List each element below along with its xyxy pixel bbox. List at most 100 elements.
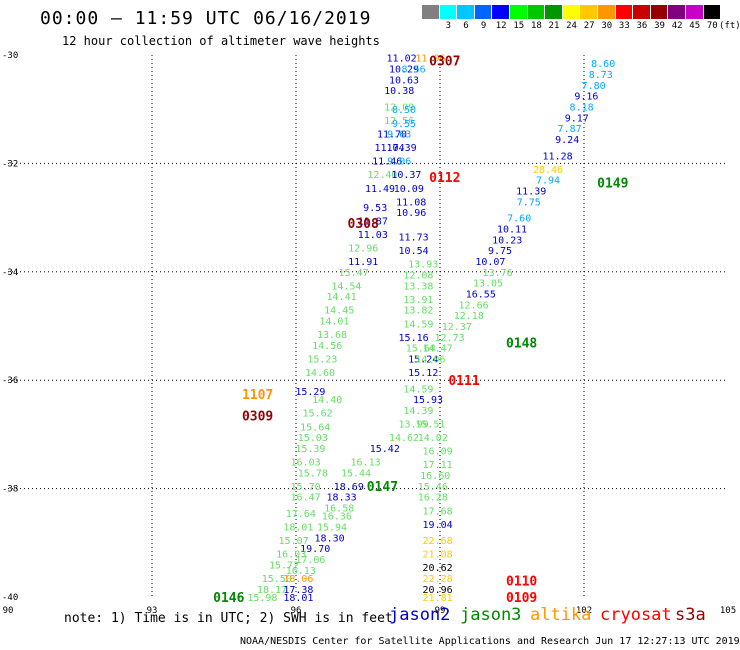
wave-height-label: 14.02 (418, 433, 448, 444)
wave-height-label: 11.28 (543, 151, 573, 162)
wave-height-label: 13.93 (408, 260, 438, 271)
wave-height-label: 17.06 (295, 555, 325, 566)
pass-id-label: 0112 (429, 171, 460, 186)
colorbar-cell: 33 (615, 5, 634, 31)
wave-height-label: 9.16 (574, 92, 598, 103)
wave-height-label: 12.18 (454, 311, 484, 322)
wave-height-label: 14.59 (403, 319, 433, 330)
wave-height-label: 11.74 (375, 143, 405, 154)
wave-height-label: 15.94 (317, 523, 347, 534)
pass-id-label: 0146 (213, 591, 244, 606)
pass-id-label: 0148 (506, 336, 537, 351)
lat-tick-label: -30 (2, 51, 18, 61)
pass-id-label: 0307 (429, 54, 460, 69)
wave-height-label: 13.91 (403, 295, 433, 306)
wave-height-label: 15.24 (408, 355, 438, 366)
lat-tick-label: -36 (2, 376, 18, 386)
colorbar-cell: 3 (439, 5, 458, 31)
wave-height-label: 11.06 (415, 54, 445, 65)
pass-labels: 0307 0112 0308 0149 0148 0111 1107 0309 0147 0110… (213, 54, 628, 606)
lon-tick-label: 93 (147, 606, 158, 616)
wave-height-label: 15.47 (339, 268, 369, 279)
colorbar-swatch (685, 5, 704, 19)
lon-tick-label: 105 (720, 606, 736, 616)
wave-height-label: 10.37 (391, 170, 421, 181)
wave-height-label: 14.41 (327, 292, 357, 303)
wave-height-label: 7.75 (517, 197, 541, 208)
colorbar-swatch (492, 5, 510, 19)
wave-height-label: 14.06 (415, 355, 445, 366)
colorbar-cell: 6 (457, 5, 475, 31)
wave-height-label: 16.36 (322, 512, 352, 523)
wave-height-label: 15.72 (269, 560, 299, 571)
wave-height-label: 16.28 (418, 493, 448, 504)
lat-tick-label: -32 (2, 159, 18, 169)
colorbar-cell: 18 (527, 5, 546, 31)
wave-height-label: 9.53 (363, 203, 387, 214)
wave-height-label: 14.59 (403, 384, 433, 395)
colorbar-cell: 21 (545, 5, 563, 31)
wave-height-label: 15.23 (307, 355, 337, 366)
pass-id-label: 0147 (367, 480, 398, 495)
wave-height-label: 18.33 (327, 493, 357, 504)
wave-height-label: 13.76 (483, 268, 513, 279)
wave-height-label: 13.38 (403, 281, 433, 292)
wave-height-label: 7.80 (582, 81, 606, 92)
colorbar-cell: 70 (703, 5, 722, 31)
pass-id-label: 0308 (348, 217, 379, 232)
page-title: 00:00 – 11:59 UTC 06/16/2019 (40, 8, 372, 29)
wave-height-label: 16.55 (466, 289, 496, 300)
wave-height-label: 22.28 (423, 574, 453, 585)
wave-height-label: 15.51 (415, 420, 445, 431)
colorbar-swatch (527, 5, 546, 19)
legend-jason3: jason3 (460, 605, 522, 625)
wave-height-label: 8.18 (570, 102, 594, 113)
wave-height-label: 11.73 (399, 233, 429, 244)
wave-height-label: 11.08 (396, 197, 426, 208)
wave-height-label: 28.46 (533, 165, 563, 176)
colorbar-label: 21 (548, 21, 560, 31)
wave-height-label: 13.99 (399, 420, 429, 431)
colorbar-cell: 12 (492, 5, 510, 31)
colorbar-cell: (ft) (719, 5, 740, 31)
wave-height-label: 11.87 (358, 216, 388, 227)
wave-height-label: 17.38 (283, 585, 313, 596)
wave-height-label: 15.70 (291, 482, 321, 493)
wave-height-label: 14.40 (312, 395, 342, 406)
wave-height-label: 15.44 (341, 468, 371, 479)
lat-tick-label: -40 (2, 593, 18, 603)
wave-height-label: 18.30 (315, 533, 345, 544)
colorbar-swatch (439, 5, 458, 19)
wave-height-label: 11.91 (348, 257, 378, 268)
wave-height-label: 12.96 (348, 243, 378, 254)
wave-height-label: 14.56 (312, 341, 342, 352)
wave-height-label: 11.39 (516, 187, 546, 198)
wave-height-label: 8.50 (392, 105, 416, 116)
wave-height-label: 12.08 (403, 271, 433, 282)
wave-height-label: 17.68 (423, 506, 453, 517)
wave-height-label: 14.60 (305, 368, 335, 379)
wave-height-label: 22.68 (423, 536, 453, 547)
wave-height-label: 18.17 (257, 585, 287, 596)
wave-height-label: 15.78 (298, 468, 328, 479)
wave-height-label: 18.01 (283, 523, 313, 534)
colorbar-label: 36 (636, 21, 648, 31)
colorbar-label: 30 (601, 21, 613, 31)
map-grid (8, 55, 728, 597)
wave-height-label: 15.50 (262, 574, 292, 585)
wave-height-label: 19.70 (300, 544, 330, 555)
colorbar-label: (ft) (719, 21, 740, 31)
wave-height-label: 9.06 (387, 157, 411, 168)
wave-height-label: 15.98 (247, 593, 277, 604)
pass-id-label: 0110 (506, 575, 537, 590)
wave-height-label: 10.29 (389, 65, 419, 76)
colorbar-swatch (703, 5, 722, 19)
pass-id-label: 0309 (242, 409, 273, 424)
colorbar-swatch (422, 5, 440, 19)
wave-height-label: 8.56 (402, 65, 426, 76)
wave-height-label: 15.42 (370, 444, 400, 455)
colorbar-label: 9 (480, 21, 487, 31)
wave-height-label: 17.11 (423, 460, 453, 471)
colorbar-swatch (633, 5, 651, 19)
